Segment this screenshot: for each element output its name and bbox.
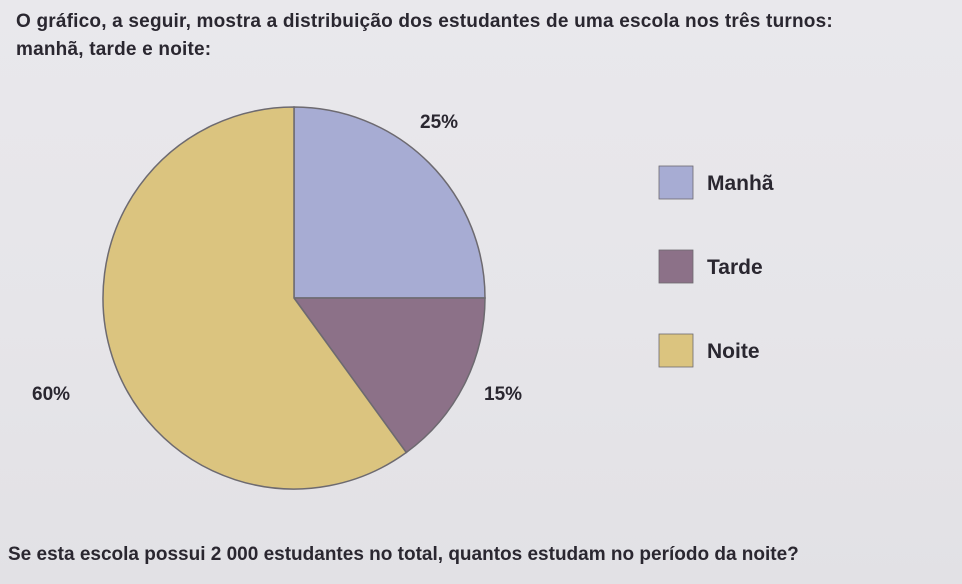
legend-swatch-0 (658, 165, 694, 200)
bottom-question: Se esta escola possui 2 000 estudantes n… (8, 544, 799, 565)
pie-slice-manha (293, 106, 486, 299)
slice-label-0: 25% (420, 112, 458, 133)
legend-swatch-2 (658, 333, 694, 368)
question-line-1: O gráfico, a seguir, mostra a distribuiç… (16, 11, 833, 32)
legend-label-0: Manhã (707, 172, 774, 195)
legend-label-2: Noite (707, 340, 760, 363)
chart-legend: Manhã Tarde Noite (658, 165, 774, 368)
legend-label-1: Tarde (707, 256, 763, 279)
pie-slice-tarde (292, 297, 486, 454)
pie-slice-noite (102, 106, 408, 490)
legend-swatch-1 (658, 249, 694, 284)
question-text: O gráfico, a seguir, mostra a distribuiç… (16, 8, 956, 64)
pie-slices (102, 106, 486, 490)
question-line-2: manhã, tarde e noite: (16, 39, 212, 60)
slice-label-1: 15% (484, 384, 522, 405)
slice-label-2: 60% (32, 384, 70, 405)
pie-slice-labels: 25% 15% 60% (32, 112, 522, 405)
